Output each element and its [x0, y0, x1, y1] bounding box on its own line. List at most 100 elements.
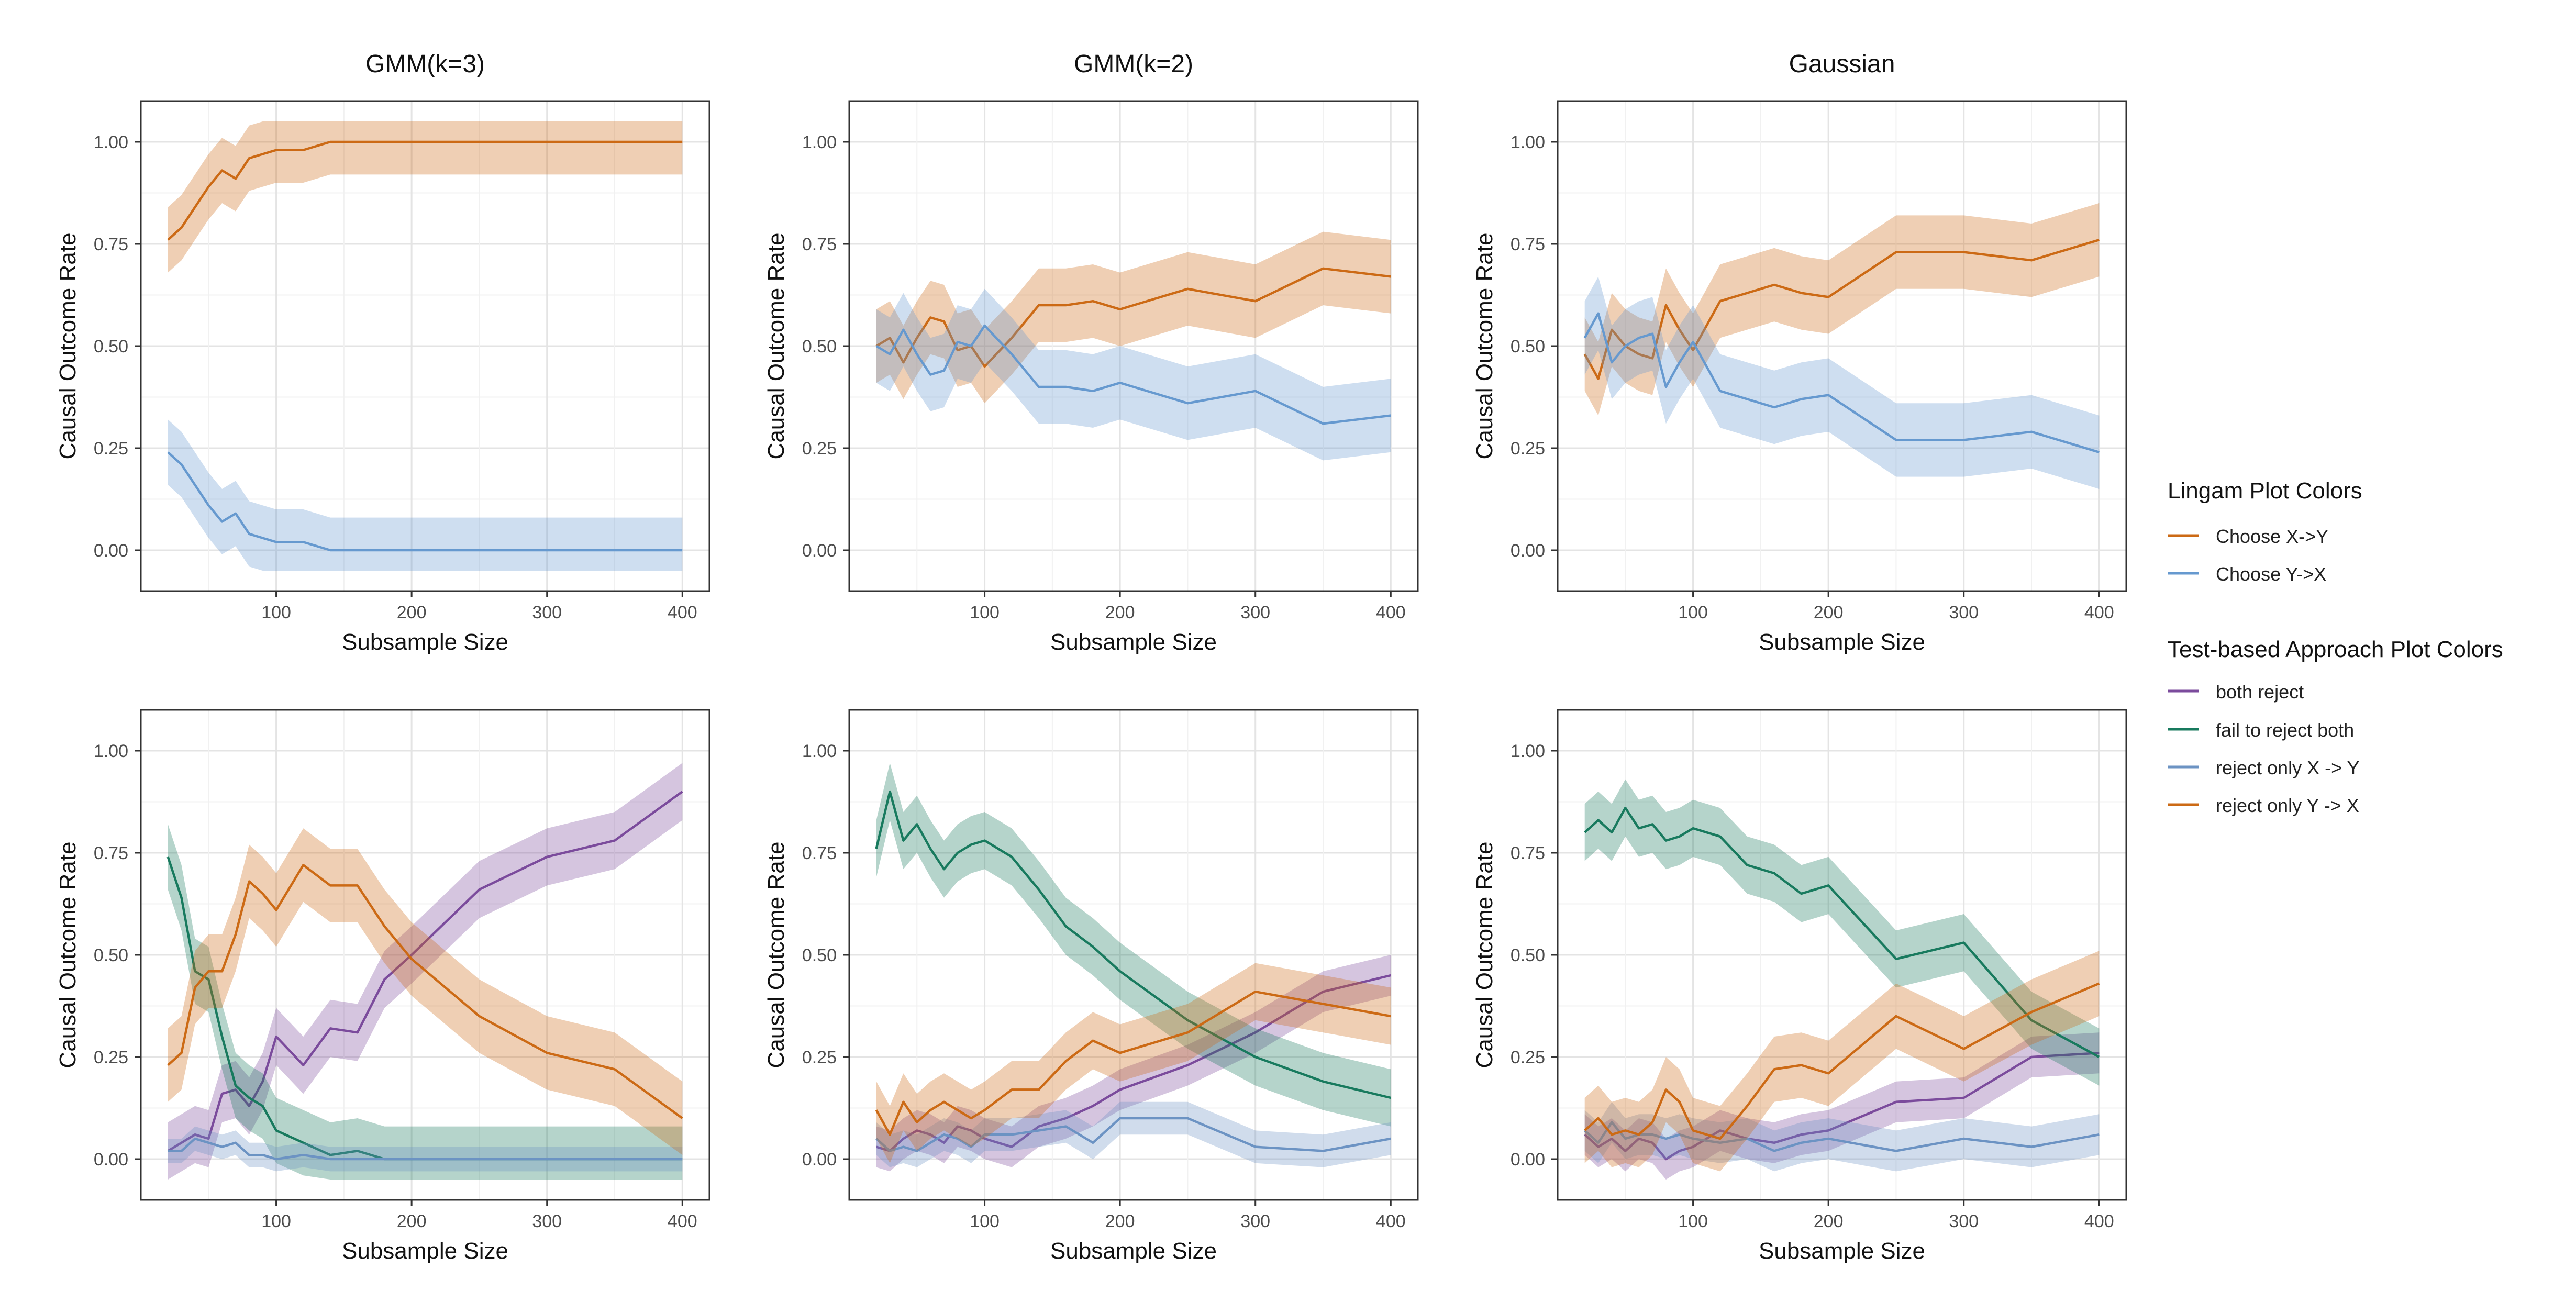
ribbon-choose-y-x: [1584, 276, 2100, 489]
x-axis-title: Subsample Size: [1050, 629, 1217, 655]
line-both-reject: [167, 791, 683, 1152]
panel-top-right: 0.00 0.25 0.50 0.75 1.00 100 200 300 400 Subsampl…: [1472, 50, 2127, 655]
y-axis-title: Causal Outcome Rate: [55, 233, 81, 460]
y-tick-label: 1.00: [94, 132, 128, 152]
panel-bottom-middle-grid: [849, 710, 1418, 1200]
legend-label-reject-only-y-x: reject only Y -> X: [2216, 795, 2359, 816]
ribbon-choose-x-y: [1584, 203, 2100, 416]
series-fail-to-reject-both: [1584, 779, 2100, 1086]
y-axis-title: Causal Outcome Rate: [763, 233, 789, 460]
ribbon-fail-to-reject-both: [168, 824, 683, 1180]
series-reject-only-y-x: [167, 828, 683, 1155]
y-tick-label: 0.50: [1511, 945, 1545, 965]
y-tick-label: 0.50: [802, 337, 837, 357]
ribbon-choose-y-x: [876, 288, 1391, 461]
y-tick-label: 0.75: [1511, 843, 1545, 863]
line-reject-only-y-x: [1584, 982, 2100, 1140]
series-both-reject: [876, 955, 1391, 1172]
ribbon-fail-to-reject-both: [1584, 779, 2100, 1086]
panel-top-middle: 0.00 0.25 0.50 0.75 1.00 100 200 300 400 Subsampl…: [763, 50, 1419, 655]
panels: 0.00 0.25 0.50 0.75 1.00 100 200 300 400 Subsampl…: [55, 50, 2127, 1264]
y-tick-label: 0.25: [1511, 1048, 1545, 1067]
y-tick-label: 0.75: [802, 235, 837, 254]
x-tick-label: 200: [1105, 603, 1135, 622]
x-axis-title: Subsample Size: [342, 629, 508, 655]
ribbon-choose-y-x: [168, 419, 683, 571]
line-reject-only-y-x: [167, 864, 683, 1119]
x-tick-label: 100: [261, 1211, 291, 1231]
x-tick-label: 300: [532, 603, 562, 622]
line-both-reject: [876, 974, 1391, 1152]
x-tick-label: 200: [1814, 603, 1844, 622]
x-tick-label: 100: [261, 603, 291, 622]
ribbon-both-reject: [168, 763, 683, 1180]
line-both-reject: [1584, 1051, 2100, 1161]
x-tick-label: 200: [1814, 1211, 1844, 1231]
ribbon-reject-only-y-x: [168, 828, 683, 1155]
legend-item-choose-x-y: Choose X->Y: [2168, 526, 2328, 547]
panel-title: GMM(k=2): [1074, 50, 1193, 78]
panel-top-middle-grid: [849, 101, 1418, 591]
series-reject-only-x-y: [168, 1126, 683, 1172]
series-choose-x-y: [1583, 203, 2100, 416]
x-tick-label: 200: [397, 1211, 427, 1231]
x-tick-label: 200: [397, 603, 427, 622]
panel-bottom-left: 0.00 0.25 0.50 0.75 1.00 100 200 300 400 Subsampl…: [55, 709, 710, 1264]
legend-item-both-reject: both reject: [2168, 681, 2304, 703]
y-tick-label: 0.75: [94, 843, 128, 863]
y-axis-title: Causal Outcome Rate: [763, 842, 789, 1069]
panel-top-left-grid: [141, 101, 709, 591]
y-tick-label: 1.00: [1511, 132, 1545, 152]
x-tick-label: 400: [668, 603, 697, 622]
line-reject-only-x-y: [168, 1137, 683, 1161]
x-tick-label: 400: [2084, 1211, 2114, 1231]
line-choose-y-x: [1583, 312, 2100, 453]
line-choose-y-x: [875, 324, 1391, 425]
series-reject-only-x-y: [875, 1101, 1391, 1167]
series-choose-y-x: [1583, 276, 2100, 489]
y-tick-label: 0.50: [802, 945, 837, 965]
y-tick-label: 0.25: [802, 439, 837, 459]
x-axis-title: Subsample Size: [1759, 1238, 1925, 1264]
legend-label-choose-y-x: Choose Y->X: [2216, 563, 2326, 585]
y-tick-label: 0.75: [94, 235, 128, 254]
panel-title: Gaussian: [1789, 50, 1895, 78]
x-tick-label: 100: [1678, 603, 1708, 622]
series-choose-y-x: [167, 419, 683, 571]
legend-item-reject-only-y-x: reject only Y -> X: [2168, 795, 2359, 816]
ribbon-reject-only-y-x: [876, 963, 1391, 1163]
y-tick-label: 0.00: [802, 1150, 837, 1170]
y-tick-label: 1.00: [802, 741, 837, 761]
legend-label-reject-only-x-y: reject only X -> Y: [2216, 757, 2359, 778]
y-tick-label: 0.25: [1511, 439, 1545, 459]
x-tick-label: 300: [532, 1211, 562, 1231]
x-tick-label: 400: [668, 1211, 697, 1231]
legend-item-fail-to-reject-both: fail to reject both: [2168, 719, 2354, 741]
legend-label-both-reject: both reject: [2216, 681, 2304, 703]
series-both-reject: [167, 763, 683, 1180]
line-choose-y-x: [167, 451, 683, 552]
x-tick-label: 400: [1376, 603, 1406, 622]
panel-title: GMM(k=3): [365, 50, 485, 78]
x-axis-title: Subsample Size: [342, 1238, 508, 1264]
line-choose-x-y: [167, 140, 683, 241]
x-tick-label: 200: [1105, 1211, 1135, 1231]
y-axis-title: Causal Outcome Rate: [1472, 233, 1497, 460]
y-tick-label: 0.50: [94, 945, 128, 965]
x-tick-label: 100: [970, 1211, 1000, 1231]
ribbon-choose-x-y: [876, 231, 1391, 404]
series-reject-only-x-y: [1584, 1101, 2100, 1172]
legend-title-test-based: Test-based Approach Plot Colors: [2168, 637, 2503, 662]
y-tick-label: 0.25: [802, 1048, 837, 1067]
series-choose-x-y: [167, 121, 683, 273]
y-axis-title: Causal Outcome Rate: [55, 842, 81, 1069]
y-tick-label: 1.00: [1511, 741, 1545, 761]
legend-label-choose-x-y: Choose X->Y: [2216, 526, 2328, 547]
panel-top-left: 0.00 0.25 0.50 0.75 1.00 100 200 300 400 Subsampl…: [55, 50, 710, 655]
panel-top-right-grid: [1558, 101, 2126, 591]
x-tick-label: 400: [1376, 1211, 1406, 1231]
x-axis-title: Subsample Size: [1050, 1238, 1217, 1264]
ribbon-reject-only-x-y: [876, 1101, 1391, 1167]
panel-bottom-right-grid: [1558, 710, 2126, 1200]
series-choose-x-y: [875, 231, 1391, 404]
